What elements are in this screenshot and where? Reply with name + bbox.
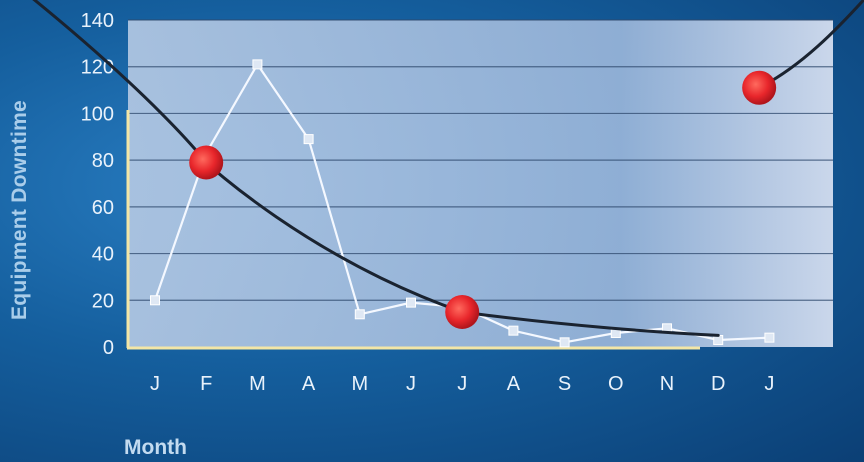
x-tick-label: S [558, 373, 571, 395]
x-tick-label: A [302, 373, 316, 395]
data-point [252, 59, 263, 70]
x-axis-label: Month [124, 436, 187, 459]
data-point [559, 337, 570, 348]
y-axis-label: Equipment Downtime [8, 99, 32, 321]
y-tick-label: 140 [81, 10, 114, 32]
y-tick-label: 40 [92, 244, 114, 266]
y-tick-label: 20 [92, 290, 114, 312]
trend-curve-path [32, 0, 720, 337]
y-tick-label: 80 [92, 150, 114, 172]
data-point [713, 334, 724, 345]
plot-area [128, 20, 833, 347]
data-point [150, 295, 160, 306]
y-tick-label: 120 [81, 57, 114, 79]
x-tick-label: A [507, 373, 521, 395]
x-tick-label: M [351, 373, 368, 395]
gridlines [128, 19, 833, 301]
data-point [764, 332, 775, 343]
highlight-markers [189, 70, 777, 329]
x-tick-label: F [200, 373, 212, 395]
highlight-marker [445, 294, 480, 329]
data-point [406, 297, 416, 308]
x-tick-label: J [150, 373, 160, 395]
highlight-marker [742, 70, 777, 105]
x-tick-label: J [406, 373, 416, 395]
x-tick-label: N [660, 373, 674, 395]
data-point [303, 134, 314, 145]
y-axis-label-wrap: Equipment Downtime [2, 60, 38, 360]
axes [126, 110, 700, 350]
x-tick-label: J [764, 373, 774, 395]
x-tick-label: M [249, 373, 266, 395]
data-point [508, 325, 519, 336]
x-tick-label: O [608, 373, 624, 395]
highlight-marker [189, 145, 224, 180]
y-tick-label: 0 [103, 337, 114, 359]
y-tick-label: 100 [81, 103, 114, 125]
data-point [354, 309, 365, 320]
x-tick-label: D [711, 373, 725, 395]
x-tick-label: J [457, 373, 467, 395]
y-tick-label: 60 [92, 197, 114, 219]
